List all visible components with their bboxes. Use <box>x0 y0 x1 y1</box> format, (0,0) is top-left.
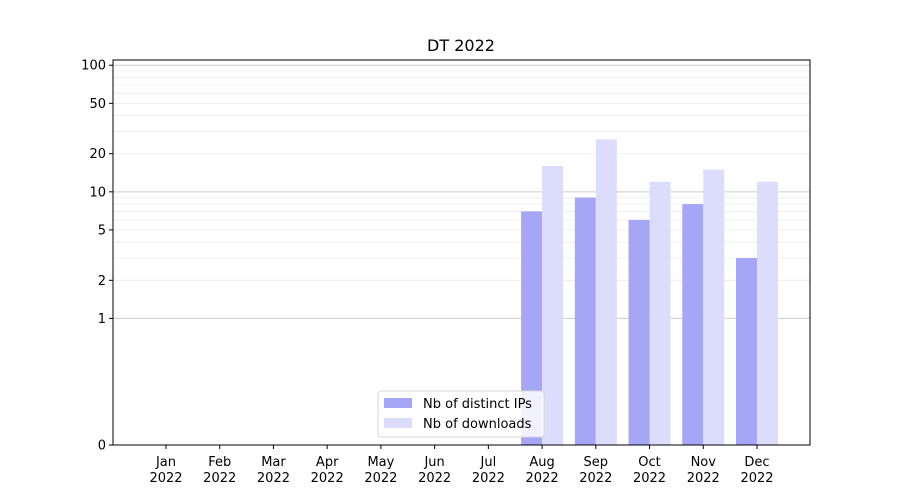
x-tick-label-year: 2022 <box>526 471 559 486</box>
grid-lines <box>113 64 810 319</box>
y-tick-label: 50 <box>89 97 106 112</box>
legend-label: Nb of distinct IPs <box>423 397 532 412</box>
bars <box>521 139 778 446</box>
x-tick-label-month: Apr <box>316 455 339 470</box>
x-tick-label-year: 2022 <box>633 471 666 486</box>
y-tick-label: 5 <box>98 223 106 238</box>
legend-swatch <box>384 398 412 408</box>
x-tick-label-month: Aug <box>529 455 554 470</box>
plot-area-frame <box>112 59 811 446</box>
x-tick-label-year: 2022 <box>687 471 720 486</box>
x-axis: Jan2022Feb2022Mar2022Apr2022May2022Jun20… <box>149 445 774 486</box>
bar-downloads <box>649 181 671 445</box>
y-tick-label: 10 <box>89 185 106 200</box>
x-tick-label-month: Jun <box>423 455 444 470</box>
x-tick-label-year: 2022 <box>257 471 290 486</box>
legend-box <box>377 390 545 438</box>
bar-downloads <box>595 139 617 445</box>
bar-distinct-ips <box>736 258 757 445</box>
y-tick-label: 100 <box>81 59 106 74</box>
x-tick-label-year: 2022 <box>149 471 182 486</box>
bar-downloads <box>542 165 564 446</box>
x-tick-label-year: 2022 <box>311 471 344 486</box>
x-tick-label-year: 2022 <box>364 471 397 486</box>
x-tick-label-month: May <box>367 455 394 470</box>
x-tick-label-year: 2022 <box>472 471 505 486</box>
y-tick-label: 2 <box>98 274 106 289</box>
y-tick-label: 20 <box>89 147 106 162</box>
chart-title: DT 2022 <box>427 36 495 55</box>
x-tick-label-month: Mar <box>261 455 286 470</box>
x-tick-label-year: 2022 <box>579 471 612 486</box>
bar-distinct-ips <box>521 211 543 445</box>
legend-swatch <box>384 418 412 428</box>
legend: Nb of distinct IPs Nb of downloads <box>377 390 545 438</box>
legend-label: Nb of downloads <box>423 417 532 432</box>
bar-downloads <box>757 181 778 445</box>
x-tick-label-year: 2022 <box>418 471 451 486</box>
x-tick-label-month: Jan <box>155 455 176 470</box>
x-tick-label-month: Jul <box>480 455 497 470</box>
y-axis: 0 1 2 5 10 20 50 100 <box>81 59 113 454</box>
bar-distinct-ips <box>574 197 596 445</box>
y-tick-label: 1 <box>98 312 106 327</box>
bar-distinct-ips <box>682 204 704 445</box>
x-tick-label-month: Dec <box>744 455 769 470</box>
x-tick-label-month: Oct <box>638 455 660 470</box>
bar-downloads <box>703 169 725 445</box>
y-tick-label: 0 <box>98 439 106 454</box>
x-tick-label-month: Nov <box>691 455 717 470</box>
x-tick-label-year: 2022 <box>203 471 236 486</box>
x-tick-label-month: Feb <box>208 455 231 470</box>
x-tick-label-month: Sep <box>584 455 609 470</box>
x-tick-label-year: 2022 <box>740 471 773 486</box>
bar-distinct-ips <box>628 219 650 445</box>
